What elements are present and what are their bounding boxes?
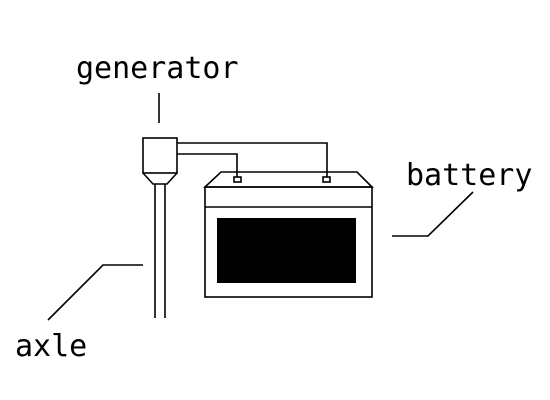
axle-leader-line — [47, 264, 143, 321]
battery-panel — [217, 218, 356, 283]
wire-to-left-terminal — [177, 153, 238, 177]
battery-label: battery — [406, 158, 532, 193]
axle-label: axle — [15, 329, 87, 364]
battery-right-terminal — [322, 176, 331, 183]
battery-leader-line — [392, 191, 474, 237]
generator-label: generator — [76, 51, 239, 86]
generator-body — [142, 137, 178, 174]
battery-left-terminal — [233, 176, 242, 183]
battery-lid — [202, 171, 374, 188]
battery-body — [204, 186, 373, 298]
generator-taper — [142, 172, 178, 185]
wire-to-right-terminal — [177, 142, 328, 177]
